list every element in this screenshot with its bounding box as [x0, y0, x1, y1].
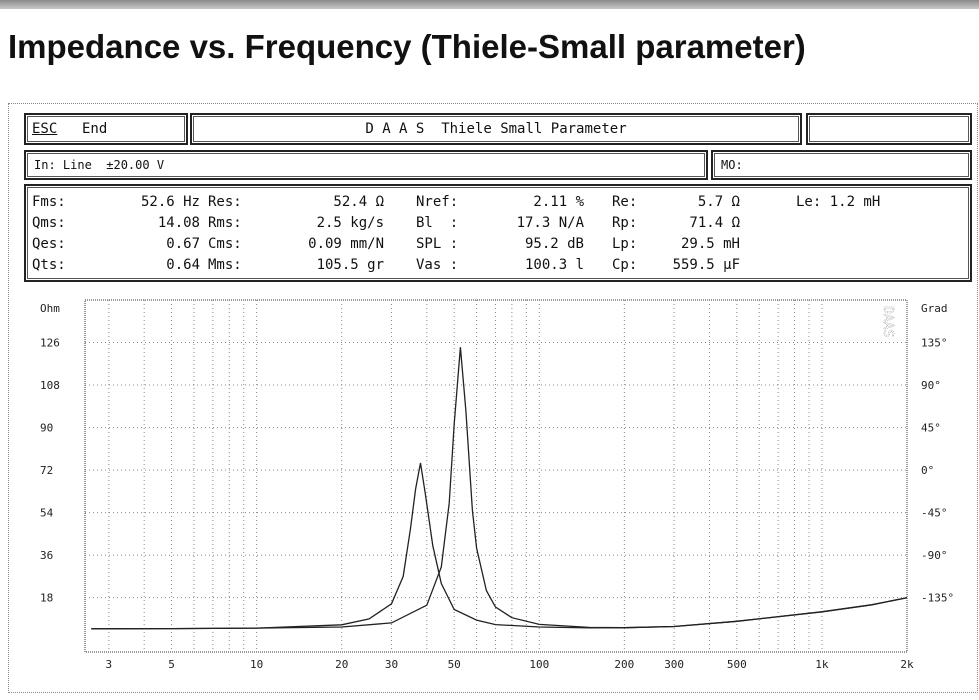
- param-value: 52.6 Hz: [140, 194, 200, 210]
- x-tick-label: 30: [385, 658, 398, 671]
- y-tick-label: 72: [40, 464, 53, 477]
- x-tick-label: 100: [529, 658, 549, 671]
- param-value: 100.3 l: [524, 257, 584, 273]
- app-title-box: D A A S Thiele Small Parameter: [190, 113, 802, 145]
- y-tick-label: 18: [40, 592, 53, 605]
- param-label: Qes:: [32, 236, 66, 252]
- y2-tick-label: 135°: [921, 337, 948, 350]
- y-tick-label: 54: [40, 507, 54, 520]
- app-title: D A A S Thiele Small Parameter: [365, 121, 627, 137]
- series-line-impedance-1: [91, 347, 908, 630]
- mo-box[interactable]: MO:: [711, 150, 972, 180]
- param-label: Cp:: [612, 257, 638, 273]
- x-tick-label: 20: [335, 658, 348, 671]
- param-value: 0.64: [166, 257, 200, 273]
- param-label: Res:: [208, 194, 242, 210]
- param-label: Qts:: [32, 257, 66, 273]
- param-value: 559.5 µF: [672, 257, 740, 273]
- param-label: Qms:: [32, 215, 66, 231]
- param-value: Le: 1.2 mH: [796, 194, 881, 210]
- top-bar: [0, 0, 979, 9]
- esc-key[interactable]: ESC: [32, 121, 58, 137]
- param-value: 2.11 %: [533, 194, 584, 210]
- series-line-impedance-2: [91, 462, 908, 630]
- y-tick-label: 108: [40, 379, 60, 392]
- param-value: 105.5 gr: [316, 257, 384, 273]
- daas-logo: DAAS: [880, 306, 896, 338]
- status-box: [806, 113, 972, 145]
- param-value: 0.67: [166, 236, 200, 252]
- y2-axis-label: Grad: [921, 302, 948, 315]
- page-title: Impedance vs. Frequency (Thiele-Small pa…: [8, 28, 806, 65]
- param-value: 17.3 N/A: [516, 215, 584, 231]
- param-value: 2.5 kg/s: [316, 215, 384, 231]
- param-label: Bl :: [416, 215, 459, 231]
- param-label: Cms:: [208, 236, 242, 252]
- param-label: Rms:: [208, 215, 242, 231]
- x-tick-label: 5: [168, 658, 175, 671]
- param-label: Fms:: [32, 194, 66, 210]
- x-tick-label: 300: [664, 658, 684, 671]
- parameters-box: Fms: 52.6 Hz Res: 52.4 Ω Nref: 2.11 % Re: 5.7 Ω…: [24, 184, 972, 282]
- y-tick-label: 90: [40, 422, 53, 435]
- param-label: Re:: [612, 194, 638, 210]
- param-value: 95.2 dB: [524, 236, 584, 252]
- param-label: Vas :: [416, 257, 459, 273]
- y2-tick-label: -135°: [921, 592, 954, 605]
- y2-tick-label: 0°: [921, 464, 934, 477]
- y2-tick-label: 45°: [921, 422, 941, 435]
- param-value: 29.5 mH: [680, 236, 740, 252]
- param-label: SPL :: [416, 236, 459, 252]
- param-value: 5.7 Ω: [697, 194, 740, 210]
- y-axis-label: Ohm: [40, 302, 60, 315]
- daas-window: [8, 103, 978, 693]
- x-tick-label: 500: [727, 658, 747, 671]
- x-tick-label: 3: [106, 658, 113, 671]
- end-label: End: [82, 121, 108, 137]
- input-line-label: In: Line ±20.00 V: [34, 158, 165, 172]
- x-tick-label: 200: [614, 658, 634, 671]
- param-value: 0.09 mm/N: [308, 236, 384, 252]
- y2-tick-label: -90°: [921, 549, 948, 562]
- x-tick-label: 1k: [815, 658, 829, 671]
- param-label: Lp:: [612, 236, 638, 252]
- param-value: 14.08: [157, 215, 200, 231]
- x-tick-label: 2k: [900, 658, 914, 671]
- param-value: 71.4 Ω: [689, 215, 740, 231]
- daas-logo-text: DAAS: [880, 306, 895, 337]
- param-label: Rp:: [612, 215, 638, 231]
- y-tick-label: 36: [40, 549, 53, 562]
- input-line-box: In: Line ±20.00 V: [24, 150, 708, 180]
- param-value: 52.4 Ω: [333, 194, 384, 210]
- x-tick-label: 50: [448, 658, 461, 671]
- y2-tick-label: 90°: [921, 379, 941, 392]
- y2-tick-label: -45°: [921, 507, 948, 520]
- y-tick-label: 126: [40, 337, 60, 350]
- param-label: Mms:: [208, 257, 242, 273]
- esc-end-box[interactable]: ESC End: [24, 113, 188, 145]
- param-label: Nref:: [416, 194, 459, 210]
- x-tick-label: 10: [250, 658, 263, 671]
- mo-label: MO:: [721, 158, 743, 172]
